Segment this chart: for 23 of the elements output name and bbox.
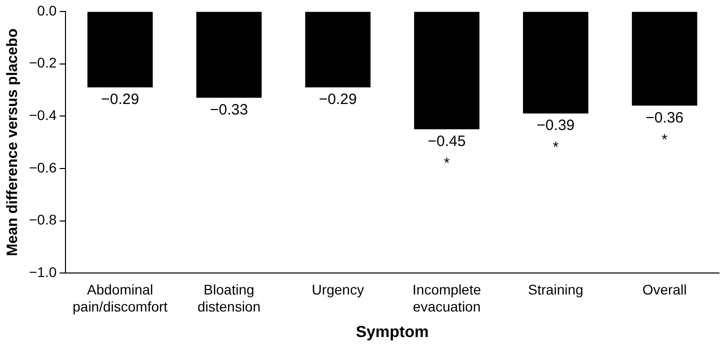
data-label: −0.39 bbox=[536, 117, 575, 134]
x-tick-label: Incomplete evacuation bbox=[412, 281, 482, 314]
x-tick-label: Overall bbox=[642, 281, 687, 298]
data-label: −0.45 bbox=[428, 132, 466, 150]
y-tick-label: −0.4 bbox=[28, 106, 57, 123]
y-tick-label: −1.0 bbox=[28, 264, 57, 280]
x-axis-title: Symptom bbox=[356, 324, 429, 341]
y-tick-label: −0.8 bbox=[28, 212, 57, 228]
x-tick-label: Bloating distension bbox=[197, 281, 260, 314]
annotation: * bbox=[552, 139, 559, 156]
y-axis-title: Mean difference versus placebo bbox=[4, 28, 22, 256]
x-tick-label: Abdominal pain/discomfort bbox=[72, 281, 168, 314]
y-tick-label: −0.6 bbox=[28, 159, 57, 176]
data-label: −0.29 bbox=[318, 90, 357, 108]
y-tick-label: 0.0 bbox=[37, 2, 57, 18]
x-tick-label: Straining bbox=[528, 281, 584, 298]
data-label: −0.29 bbox=[101, 90, 140, 108]
y-tick-label: −0.2 bbox=[28, 54, 57, 71]
annotation: * bbox=[662, 131, 668, 148]
data-label: −0.36 bbox=[646, 109, 684, 126]
data-label: −0.33 bbox=[210, 101, 248, 118]
x-tick-label: Urgency bbox=[312, 281, 364, 298]
annotation: * bbox=[444, 154, 450, 172]
